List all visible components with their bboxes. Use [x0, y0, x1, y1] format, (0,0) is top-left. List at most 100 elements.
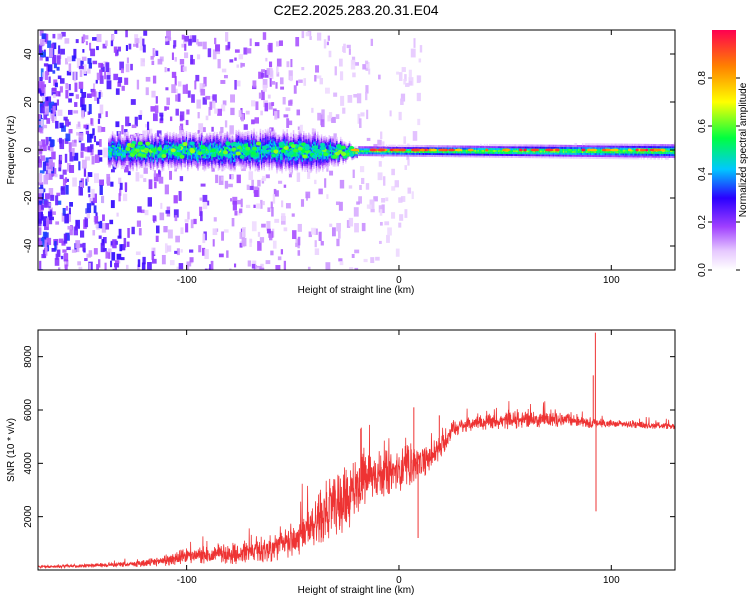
- spectrogram-ridge-cell: [260, 146, 263, 150]
- spectrogram-ridge-cell: [108, 153, 110, 156]
- spectrogram-ridge-cell: [184, 153, 187, 156]
- spectrogram-ridge-cell: [137, 159, 139, 162]
- spectrogram-ridge-cell: [253, 159, 255, 162]
- spectrogram-ridge-cell: [250, 160, 253, 164]
- spectrogram-noise-cell: [209, 101, 213, 110]
- spectrogram-ridge-cell: [249, 141, 251, 144]
- spectrogram-ridge-cell: [366, 148, 369, 151]
- spectrogram-ridge-cell: [245, 141, 248, 144]
- spectrogram-ridge-cell: [309, 169, 311, 172]
- spectrogram-ridge-cell: [314, 133, 316, 136]
- spectrogram-noise-cell: [289, 75, 293, 82]
- spectrogram-ridge-cell: [280, 155, 282, 158]
- spectrogram-ridge-cell: [146, 154, 148, 157]
- spectrogram-noise-cell: [251, 221, 257, 232]
- spectrogram-ridge-cell: [283, 133, 286, 136]
- spectrogram-ridge-cell: [327, 160, 329, 164]
- spectrogram-ridge-cell: [138, 145, 141, 148]
- spectrogram-ridge-cell: [197, 160, 199, 163]
- spectrogram-noise-cell: [234, 79, 237, 90]
- spectrogram-ridge-cell: [290, 167, 292, 170]
- spectrogram-ridge-cell: [202, 163, 204, 166]
- spectrogram-ridge-cell: [169, 132, 171, 135]
- spectrogram-ridge-cell: [165, 161, 167, 164]
- spectrogram-ridge-cell: [313, 160, 315, 164]
- spectrogram-ridge-cell: [320, 151, 323, 154]
- spectrogram-ridge-cell: [301, 146, 304, 149]
- spectrogram-noise-cell: [357, 113, 361, 124]
- spectrogram-noise-cell: [214, 108, 218, 114]
- spectrogram-ridge-cell: [267, 140, 269, 143]
- spectrogram-ridge-cell: [243, 162, 245, 165]
- spectrogram-ridge-cell: [127, 154, 129, 158]
- spectrogram-ridge-cell: [398, 144, 401, 147]
- spectrogram-ridge-cell: [120, 145, 123, 148]
- spectrogram-ridge-cell: [204, 137, 207, 140]
- spectrogram-ridge-cell: [445, 145, 448, 148]
- spectrogram-ridge-cell: [198, 134, 201, 138]
- spectrogram-ridge-cell: [159, 150, 161, 154]
- spectrogram-ridge-cell: [209, 140, 212, 143]
- spectrogram-ridge-cell: [125, 141, 128, 144]
- spectrogram-ridge-cell: [264, 163, 267, 166]
- spectrogram-ridge-cell: [299, 163, 301, 167]
- spectrogram-noise-cell: [190, 219, 194, 229]
- spectrogram-ridge-cell: [246, 159, 249, 162]
- spectrogram-ridge-cell: [453, 155, 455, 158]
- spectrogram-ridge-cell: [145, 158, 147, 161]
- spectrogram-ridge-cell: [194, 162, 197, 165]
- spectrogram-ridge-cell: [215, 141, 217, 144]
- spectrogram-ridge-cell: [207, 166, 209, 169]
- spectrogram-noise-cell: [258, 92, 262, 99]
- spectrogram-ridge-cell: [273, 144, 276, 148]
- spectrogram-ridge-cell: [333, 150, 336, 153]
- spectrogram-ridge-cell: [404, 146, 407, 149]
- spectrogram-ridge-cell: [277, 144, 280, 147]
- spectrogram-ridge-cell: [268, 143, 271, 146]
- spectrogram-ridge-cell: [166, 146, 169, 150]
- spectrogram-ridge-cell: [322, 165, 324, 168]
- spectrogram-ridge-cell: [264, 159, 267, 162]
- spectrogram-noise-cell: [231, 218, 235, 227]
- spectrogram-ridge-cell: [207, 160, 209, 163]
- spectrogram-ridge-cell: [300, 139, 302, 142]
- spectrogram-ridge-cell: [207, 143, 209, 146]
- spectrogram-ridge-cell: [376, 152, 379, 155]
- spectrogram-ridge-cell: [226, 160, 229, 163]
- spectrogram-ridge-cell: [122, 166, 124, 169]
- spectrogram-noise-cell: [142, 130, 146, 138]
- spectrogram-ridge-cell: [174, 151, 176, 155]
- spectrogram-ridge-cell: [161, 138, 164, 141]
- spectrogram-noise-cell: [239, 231, 244, 239]
- spectrogram-ridge-cell: [318, 158, 320, 161]
- spectrogram-ridge-cell: [311, 145, 314, 148]
- spectrogram-ridge-cell: [199, 137, 202, 140]
- spectrogram-ridge-cell: [201, 138, 203, 141]
- spectrogram-ridge-cell: [114, 140, 116, 143]
- spectrogram-ridge-cell: [266, 155, 268, 158]
- spectrogram-ridge-cell: [202, 138, 204, 141]
- spectrogram-ridge-cell: [229, 139, 231, 142]
- spectrogram-ridge-cell: [311, 159, 314, 162]
- spectrogram-noise-cell: [107, 248, 112, 253]
- spectrogram-ridge-cell: [301, 165, 304, 168]
- spectrogram-noise-cell: [92, 128, 95, 136]
- spectrogram-ridge-cell: [369, 146, 371, 149]
- spectrogram-ridge-cell: [222, 136, 225, 139]
- spectrogram-noise-cell: [182, 84, 188, 94]
- spectrogram-ridge-cell: [299, 142, 301, 146]
- spectrogram-ridge-cell: [204, 152, 207, 156]
- spectrogram-ridge-cell: [327, 158, 329, 162]
- spectrogram-noise-cell: [120, 68, 124, 74]
- spectrogram-ridge-cell: [127, 139, 129, 142]
- spectrogram-ridge-cell: [170, 157, 172, 160]
- spectrogram-ridge-cell: [280, 151, 282, 154]
- spectrogram-ridge-cell: [266, 157, 268, 160]
- spectrogram-ridge-cell: [221, 155, 223, 158]
- spectrogram-noise-cell: [245, 204, 251, 209]
- spectrogram-ridge-cell: [201, 154, 203, 157]
- spectrogram-ridge-cell: [148, 154, 151, 158]
- spectrogram-ridge-cell: [320, 155, 323, 158]
- spectrogram-ridge-cell: [311, 137, 314, 141]
- spectrogram-ridge-cell: [425, 145, 427, 148]
